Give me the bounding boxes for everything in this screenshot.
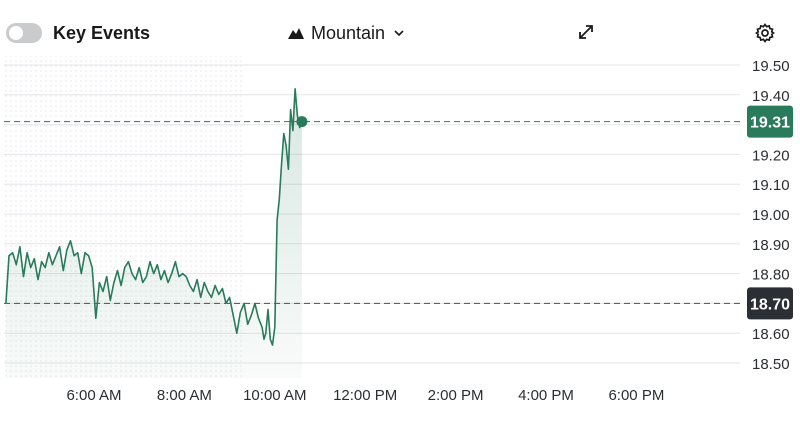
chart-type-dropdown[interactable]: Mountain (288, 22, 404, 44)
current-price-marker (296, 116, 308, 128)
x-tick-label: 10:00 AM (243, 387, 306, 404)
y-tick-label: 18.90 (752, 237, 790, 254)
x-tick-label: 4:00 PM (518, 387, 574, 404)
key-events-label: Key Events (53, 23, 151, 43)
previous-close-badge-text: 18.70 (750, 296, 790, 313)
previous-close-badge: 18.70 (747, 287, 793, 320)
expand-arrows-icon (579, 25, 593, 39)
x-tick-label: 6:00 AM (66, 387, 121, 404)
x-tick-label: 6:00 PM (608, 387, 664, 404)
x-tick-label: 2:00 PM (428, 387, 484, 404)
y-tick-label: 18.80 (752, 267, 790, 284)
y-tick-label: 19.50 (752, 58, 790, 75)
current-price-badge-text: 19.31 (750, 115, 790, 132)
x-tick-label: 8:00 AM (157, 387, 212, 404)
y-tick-label: 19.20 (752, 147, 790, 164)
current-price-badge-bg (747, 105, 793, 138)
y-tick-label: 18.60 (752, 326, 790, 343)
chevron-down-icon (394, 30, 404, 37)
chart-type-label: Mountain (311, 23, 386, 43)
current-price-badge: 19.31 (747, 105, 793, 138)
y-tick-label: 19.00 (752, 207, 790, 224)
price-line (5, 88, 303, 346)
mountain-icon (288, 28, 304, 39)
toggle-knob (9, 26, 23, 40)
chart-toolbar: Key Events Mountain (0, 0, 800, 66)
price-area (5, 88, 302, 379)
expand-button[interactable] (576, 22, 596, 42)
key-events-toggle[interactable] (6, 23, 42, 43)
y-tick-label: 19.10 (752, 177, 790, 194)
x-tick-label: 12:00 PM (333, 387, 397, 404)
settings-button[interactable] (755, 23, 775, 43)
previous-close-badge-bg (747, 287, 793, 320)
y-tick-label: 19.40 (752, 88, 790, 105)
y-tick-label: 18.50 (752, 356, 790, 373)
gear-icon (755, 23, 775, 43)
